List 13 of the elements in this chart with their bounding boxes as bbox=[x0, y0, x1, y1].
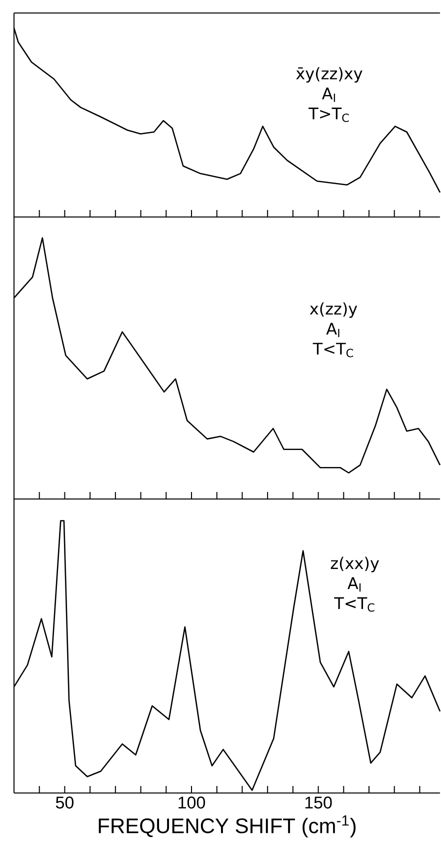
annotation: A$_{I}$ bbox=[348, 577, 361, 592]
x-tick-label: 150 bbox=[306, 796, 332, 809]
annotation: z(xx)y bbox=[331, 556, 380, 572]
annotation: x(zz)y bbox=[310, 302, 358, 318]
x-axis-title: FREQUENCY SHIFT (cm$^{-1}$) bbox=[99, 815, 356, 838]
annotation: T>T$_{C}$ bbox=[308, 108, 349, 122]
x-tick-label: 100 bbox=[178, 796, 206, 809]
x-tick-label: 50 bbox=[56, 796, 74, 809]
annotation: x̄y(zz)xy bbox=[296, 67, 362, 83]
annotation: T<T$_{C}$ bbox=[334, 597, 374, 612]
annotation: A$_{I}$ bbox=[322, 88, 336, 102]
annotation: T<T$_{C}$ bbox=[312, 342, 354, 358]
annotation: A$_{I}$ bbox=[326, 322, 340, 338]
